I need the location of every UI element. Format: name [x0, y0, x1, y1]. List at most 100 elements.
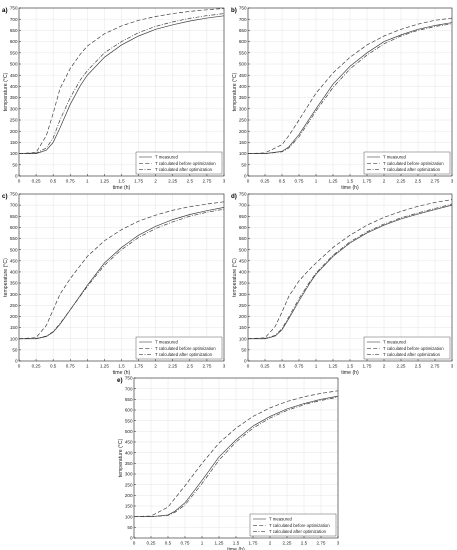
- y-tick-label: 600: [10, 39, 18, 44]
- y-tick-label: 200: [239, 314, 247, 319]
- x-tick-label: 2: [383, 364, 386, 369]
- x-tick-label: 0: [133, 541, 136, 546]
- y-tick-label: 300: [10, 106, 18, 111]
- x-tick-label: 0.75: [66, 364, 75, 369]
- x-tick-label: 0.5: [279, 179, 286, 184]
- y-tick-label: 300: [125, 472, 133, 477]
- y-tick-label: 200: [10, 314, 18, 319]
- x-tick-label: 2.5: [415, 364, 422, 369]
- x-tick-label: 2.75: [202, 179, 211, 184]
- chart-panel-2: 0 0.25 0.5 0.75 1 1.25 1.5 1.75 2 2.25 2.5 2.75 3 0 50…: [231, 6, 454, 191]
- legend-entry-1: T measured: [383, 155, 406, 160]
- x-tick-label: 1: [86, 179, 89, 184]
- y-axis-label: temperature (°C): [118, 438, 124, 477]
- x-tick-label: 1: [315, 364, 318, 369]
- y-tick-label: 500: [10, 62, 18, 67]
- y-tick-label: 50: [12, 347, 18, 352]
- x-tick-label: 1.5: [233, 541, 240, 546]
- x-tick-label: 0.75: [66, 179, 75, 184]
- y-tick-label: 400: [10, 270, 18, 275]
- y-tick-label: 750: [239, 6, 247, 11]
- x-tick-label: 1.5: [118, 364, 125, 369]
- y-tick-label: 150: [10, 325, 18, 330]
- legend-entry-1: T measured: [155, 155, 178, 160]
- y-tick-label: 700: [239, 203, 247, 208]
- y-tick-label: 750: [10, 192, 18, 197]
- x-tick-label: 0.5: [165, 541, 172, 546]
- x-tick-label: 3: [337, 541, 340, 546]
- x-tick-label: 1.25: [329, 179, 338, 184]
- legend-box: [363, 336, 451, 360]
- x-tick-label: 0.5: [279, 364, 286, 369]
- legend-box: [135, 151, 223, 175]
- y-tick-label: 400: [239, 84, 247, 89]
- y-tick-label: 100: [10, 336, 18, 341]
- legend-box: [363, 151, 451, 175]
- legend-entry-1: T measured: [383, 340, 406, 345]
- y-tick-label: 0: [244, 174, 247, 179]
- x-tick-label: 1.25: [100, 364, 109, 369]
- series-line-1: [248, 204, 453, 340]
- legend-entry-2: T calculated before optimization: [155, 346, 216, 351]
- series-line-1: [19, 207, 225, 340]
- y-tick-label: 450: [10, 258, 18, 263]
- legend-entry-2: T calculated before optimization: [155, 161, 216, 166]
- y-axis-label: temperature (°C): [3, 72, 9, 111]
- x-tick-label: 2: [383, 179, 386, 184]
- x-tick-label: 2.75: [202, 364, 211, 369]
- y-tick-label: 100: [10, 151, 18, 156]
- y-tick-label: 650: [239, 28, 247, 33]
- y-tick-label: 150: [239, 140, 247, 145]
- x-tick-label: 2.75: [317, 541, 326, 546]
- x-tick-label: 0.25: [32, 179, 41, 184]
- x-axis-label: time (h): [341, 185, 359, 191]
- chart-panel-4: 0 0.25 0.5 0.75 1 1.25 1.5 1.75 2 2.25 2.5 2.75 3 0 50…: [231, 192, 454, 376]
- y-tick-label: 400: [125, 450, 133, 455]
- legend-entry-2: T calculated before optimization: [269, 523, 330, 528]
- x-tick-label: 1.5: [347, 179, 354, 184]
- legend-box: [135, 336, 223, 360]
- y-tick-label: 250: [10, 303, 18, 308]
- x-tick-label: 3: [451, 179, 454, 184]
- y-tick-label: 100: [239, 336, 247, 341]
- x-tick-label: 3: [223, 364, 226, 369]
- y-tick-label: 500: [10, 247, 18, 252]
- y-tick-label: 450: [239, 258, 247, 263]
- y-tick-label: 200: [239, 129, 247, 134]
- x-tick-label: 0.75: [295, 179, 304, 184]
- x-tick-label: 1.75: [249, 541, 258, 546]
- legend-entry-2: T calculated before optimization: [383, 346, 444, 351]
- y-tick-label: 100: [125, 514, 133, 519]
- y-tick-label: 0: [130, 536, 133, 541]
- y-tick-label: 600: [125, 408, 133, 413]
- series-line-3: [18, 208, 225, 340]
- y-tick-label: 550: [125, 418, 133, 423]
- x-tick-label: 2.5: [187, 364, 194, 369]
- y-tick-label: 650: [125, 397, 133, 402]
- y-tick-label: 550: [239, 236, 247, 241]
- x-tick-label: 0.25: [261, 364, 270, 369]
- x-tick-label: 0.5: [50, 364, 57, 369]
- x-tick-label: 1.75: [134, 179, 143, 184]
- y-tick-label: 300: [10, 292, 18, 297]
- y-tick-label: 550: [239, 50, 247, 55]
- series-line-3: [247, 203, 453, 340]
- x-axis-label: time (h): [113, 185, 131, 191]
- series-line-3: [134, 396, 339, 518]
- y-tick-label: 700: [10, 17, 18, 22]
- x-tick-label: 2.25: [397, 364, 406, 369]
- x-tick-label: 2.25: [168, 179, 177, 184]
- series-line-1: [19, 15, 225, 154]
- x-tick-label: 1: [315, 179, 318, 184]
- y-tick-label: 100: [239, 151, 247, 156]
- x-tick-label: 1.5: [347, 364, 354, 369]
- x-tick-label: 1.75: [134, 364, 143, 369]
- y-tick-label: 200: [10, 129, 18, 134]
- panel-label: b): [231, 7, 237, 14]
- x-axis-label: time (h): [113, 370, 131, 376]
- legend-entry-3: T calculated after optimization: [155, 352, 213, 357]
- y-tick-label: 500: [125, 429, 133, 434]
- y-tick-label: 400: [10, 84, 18, 89]
- y-tick-label: 750: [10, 6, 18, 11]
